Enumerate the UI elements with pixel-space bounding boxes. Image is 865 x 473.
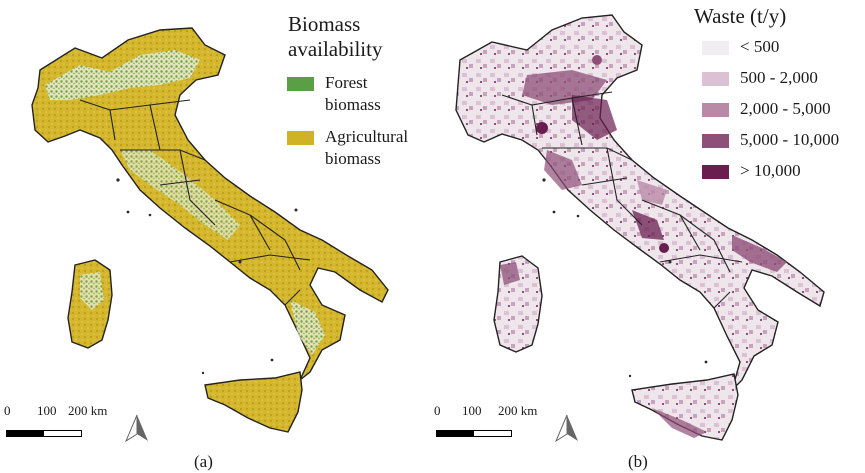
waste-swatch-4 [702,134,729,148]
waste-swatch-1 [702,41,729,55]
waste-label-4: 5,000 - 10,000 [740,130,840,149]
north-arrow-icon [125,414,148,442]
waste-label-5: > 10,000 [740,161,801,180]
region-borders [79,99,311,306]
waste-label-3: 2,000 - 5,000 [740,99,831,118]
sicily [204,371,303,433]
legend-title-line1: Biomass [288,12,361,36]
waste-label-1: < 500 [740,37,780,56]
sardinia-hotspot [500,262,520,285]
forest-patch-calabria [290,300,325,355]
caption-b: (b) [628,452,648,471]
scale-label-100: 100 [37,403,57,418]
legend-item-waste-4: 5,000 - 10,000 [702,129,839,151]
scale-label-200-b: 200 km [498,403,538,418]
scale-label-0-b: 0 [434,403,441,418]
legend-item-waste-2: 500 - 2,000 [702,67,818,89]
italy-biomass-map [31,27,389,433]
scale-label-0: 0 [4,403,11,418]
scale-bar [6,430,82,437]
panel-a-biomass-map: Biomass availability Forest biomass Agri… [0,0,432,473]
sicily-b [631,373,739,441]
scale-label-100-b: 100 [462,403,482,418]
legend-item-forest: Forest biomass [287,72,381,116]
legend-label-forest-1: Forest [325,73,368,92]
north-arrow-icon-b [555,414,578,442]
italy-waste-map [455,14,825,441]
legend-title-waste: Waste (t/y) [694,4,787,28]
waste-swatch-5 [702,165,729,179]
legend-title-line2: availability [288,37,383,61]
forest-swatch [287,77,314,91]
legend-item-waste-3: 2,000 - 5,000 [702,98,831,120]
forest-patch-sardinia [80,272,104,310]
caption-a: (a) [194,452,213,471]
forest-patch-alps [45,50,200,100]
waste-label-2: 500 - 2,000 [740,68,818,87]
small-islands-b [542,178,708,378]
legend-item-waste-5: > 10,000 [702,160,801,182]
scale-bar-b [436,430,512,437]
legend-item-waste-1: < 500 [702,36,779,58]
waste-hotspots [522,55,787,272]
forest-patch-apennines [120,150,240,240]
scale-label-200: 200 km [68,403,108,418]
legend-label-agri-1: Agricultural [325,127,409,146]
agricultural-swatch [287,131,314,145]
waste-swatch-2 [702,72,729,86]
legend-item-agricultural: Agricultural biomass [287,126,408,170]
sicily-hotspot [652,408,707,438]
panel-b-waste-map: Waste (t/y) < 500 500 - 2,000 2,000 - 5,… [432,0,865,473]
legend-label-agri-2: biomass [325,149,381,168]
legend-label-forest-2: biomass [325,95,381,114]
waste-swatch-3 [702,103,729,117]
small-islands [116,178,298,375]
region-borders-b [501,91,743,309]
